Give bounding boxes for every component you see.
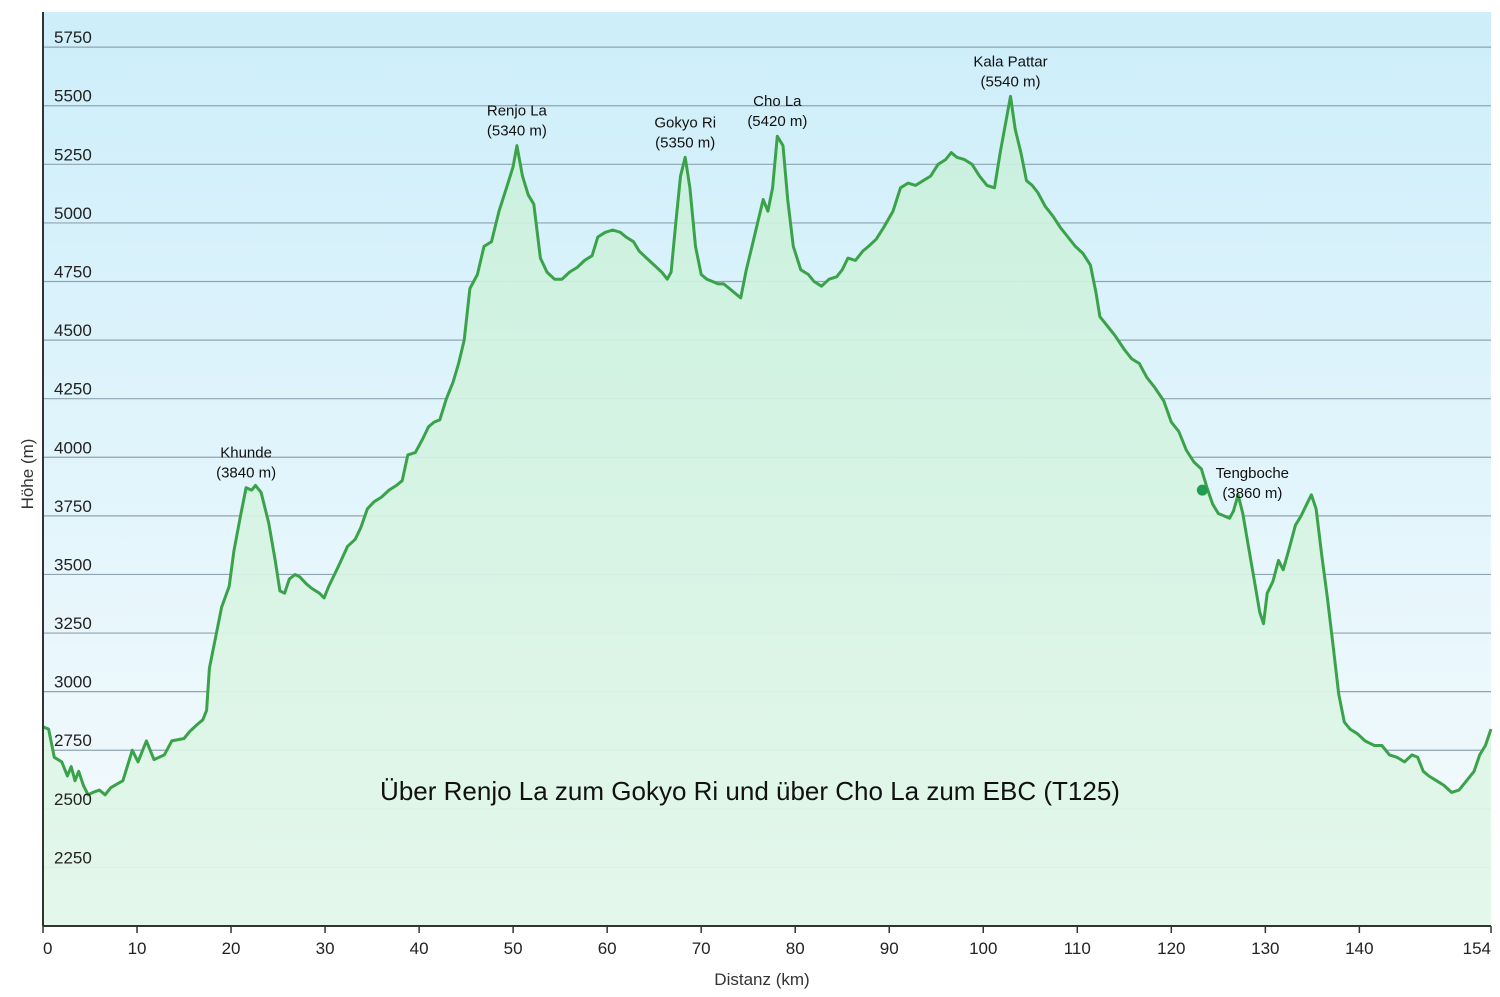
x-tick-label: 110 (1064, 939, 1091, 958)
x-tick-label: 130 (1251, 939, 1279, 958)
chart-inner-title: Über Renjo La zum Gokyo Ri und über Cho … (380, 776, 1120, 806)
annotation-elevation: (5340 m) (487, 123, 547, 140)
x-tick-label: 90 (880, 939, 899, 958)
annotation-name: Kala Pattar (973, 53, 1047, 70)
annotation-name: Gokyo Ri (654, 114, 716, 131)
annotation-name: Tengboche (1216, 465, 1289, 482)
x-tick-label: 30 (316, 939, 335, 958)
y-tick-label: 3250 (54, 614, 92, 633)
y-tick-label: 3750 (54, 497, 92, 516)
annotation-elevation: (5420 m) (747, 113, 807, 130)
y-axis-ticks: 2250 2500 2750 3000 3250 3500 3750 4000 4250 4500… (54, 28, 92, 867)
elevation-line (42, 94, 1493, 797)
x-axis-ticks: 0 10 20 30 40 50 60 70 80 90 100 110 120 130 140 154 (42, 926, 1492, 958)
x-tick-label: 20 (222, 939, 241, 958)
annotation-elevation: (5350 m) (655, 134, 715, 151)
y-tick-label: 4000 (54, 438, 92, 457)
y-tick-label: 2250 (54, 848, 92, 867)
annotation-name: Khunde (220, 445, 272, 462)
y-tick-label: 4750 (54, 263, 92, 282)
y-tick-label: 2750 (54, 731, 92, 750)
y-tick-label: 3000 (54, 673, 92, 692)
y-tick-label: 5750 (54, 28, 92, 47)
x-tick-label: 40 (410, 939, 429, 958)
y-tick-label: 5250 (54, 145, 92, 164)
annotation-name: Renjo La (487, 103, 548, 120)
axes (42, 12, 1491, 927)
x-tick-label: 50 (504, 939, 523, 958)
annotation-elevation: (5540 m) (981, 73, 1041, 90)
y-axis-title: Höhe (m) (18, 439, 37, 510)
annotation-elevation: (3840 m) (216, 465, 276, 482)
x-tick-label: 70 (692, 939, 711, 958)
y-tick-label: 4250 (54, 380, 92, 399)
x-tick-label: 80 (786, 939, 805, 958)
y-tick-label: 2500 (54, 790, 92, 809)
peak-annotations: Khunde (3840 m) Renjo La (5340 m) Gokyo Ri (5… (216, 53, 1289, 502)
x-axis-title: Distanz (km) (714, 970, 809, 989)
annotation-name: Cho La (753, 93, 802, 110)
elevation-area (43, 96, 1491, 926)
x-tick-label: 120 (1157, 939, 1185, 958)
x-tick-label: 140 (1345, 939, 1373, 958)
x-tick-label: 60 (598, 939, 617, 958)
x-tick-label: 154 (1463, 939, 1491, 958)
y-tick-label: 5500 (54, 87, 92, 106)
location-marker (1196, 484, 1208, 496)
x-tick-label: 100 (969, 939, 997, 958)
x-tick-label: 0 (43, 939, 52, 958)
y-tick-label: 4500 (54, 321, 92, 340)
x-tick-label: 10 (128, 939, 147, 958)
annotation-elevation: (3860 m) (1222, 485, 1282, 502)
y-tick-label: 3500 (54, 555, 92, 574)
y-tick-label: 5000 (54, 204, 92, 223)
